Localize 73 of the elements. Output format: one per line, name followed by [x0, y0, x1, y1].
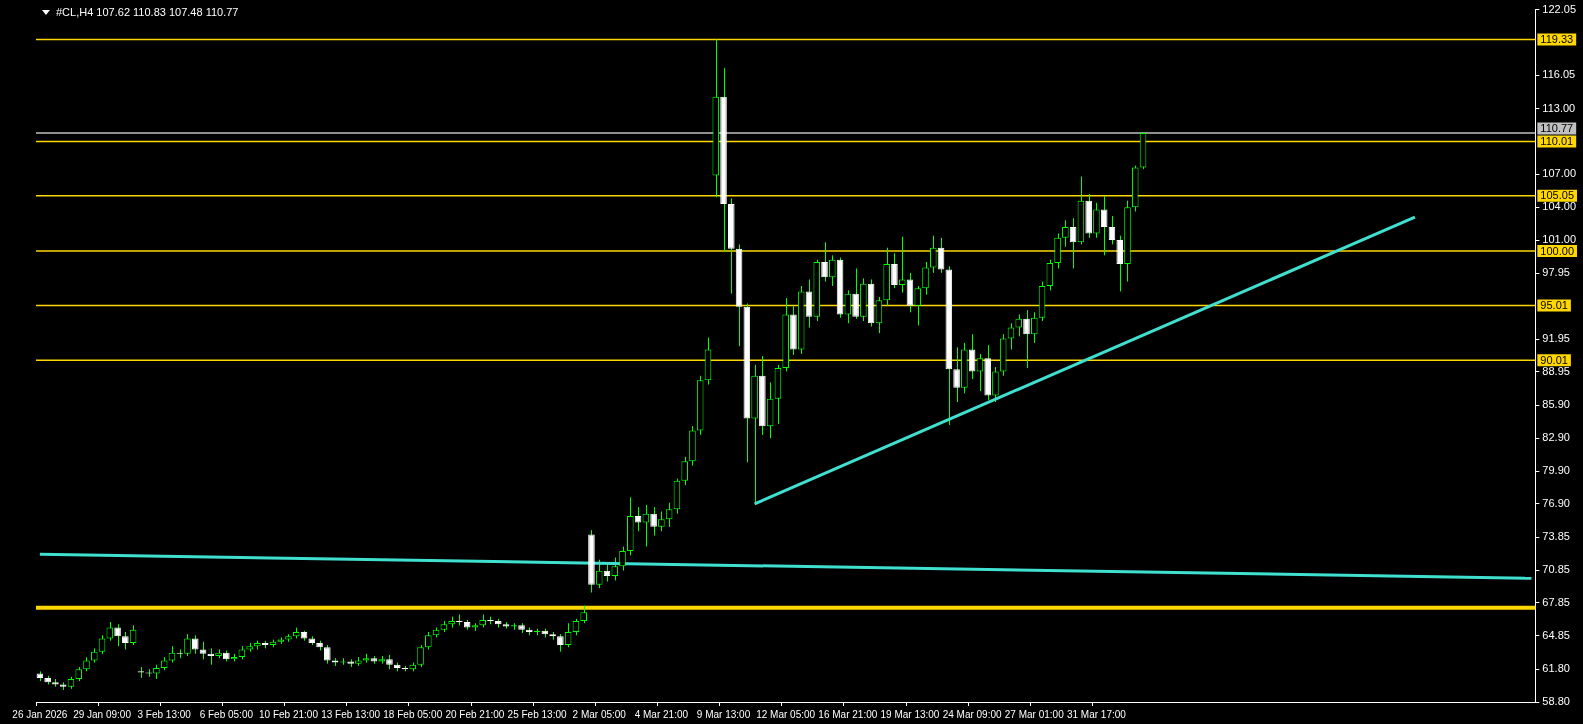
candlestick [828, 254, 836, 287]
candlestick [953, 346, 960, 403]
candlestick [898, 236, 906, 294]
candlestick [891, 252, 898, 289]
candlestick [324, 644, 331, 665]
y-tick-label: 79.90 [1542, 464, 1570, 477]
x-tick-label: 24 Mar 09:00 [942, 708, 1003, 720]
candlestick [1023, 309, 1030, 369]
x-tick-label: 27 Mar 01:00 [1004, 708, 1065, 720]
candlestick [658, 511, 665, 532]
candlestick [992, 366, 999, 403]
candlestick [805, 278, 813, 329]
y-tick-label: 58.80 [1542, 695, 1570, 708]
ref-line-label: 100.00 [1540, 244, 1575, 257]
y-tick-label: 67.85 [1542, 595, 1570, 608]
ref-line-label: 95.01 [1540, 299, 1568, 312]
candlestick [1100, 195, 1108, 256]
x-tick-label: 13 Feb 13:00 [321, 708, 381, 720]
candlestick [1116, 235, 1124, 292]
x-tick-label: 4 Mar 21:00 [634, 708, 689, 720]
y-tick-label: 91.95 [1542, 332, 1570, 345]
y-tick-label: 107.00 [1542, 167, 1577, 180]
candlestick [595, 559, 603, 589]
ref-line-label: 110.01 [1540, 134, 1574, 147]
candlestick [914, 285, 922, 326]
y-tick-label: 97.95 [1542, 266, 1570, 279]
candlestick [114, 623, 121, 647]
candlestick [929, 235, 937, 274]
candlestick [191, 634, 199, 655]
chart-title: #CL,H4 107.62 110.83 107.48 110.77 [56, 6, 239, 18]
ref-line-label: 110.77 [1540, 121, 1574, 134]
x-tick-label: 2 Mar 05:00 [572, 708, 627, 720]
candlestick [417, 644, 424, 668]
candlestick [650, 506, 657, 537]
y-tick-label: 116.05 [1542, 68, 1576, 81]
x-tick-label: 29 Jan 09:00 [73, 708, 132, 720]
ref-line-label: 119.33 [1540, 32, 1574, 45]
x-tick-label: 9 Mar 13:00 [696, 708, 751, 720]
candlestick [184, 633, 191, 657]
candlestick [1015, 313, 1023, 337]
x-tick-label: 6 Feb 05:00 [199, 708, 254, 720]
x-tick-label: 12 Mar 05:00 [756, 708, 816, 720]
y-tick-label: 70.85 [1542, 563, 1570, 576]
x-tick-label: 3 Feb 13:00 [137, 708, 192, 720]
y-tick-label: 113.00 [1542, 101, 1576, 114]
ref-line-label: 90.01 [1540, 353, 1568, 366]
x-tick-label: 19 Mar 13:00 [880, 708, 940, 720]
x-tick-label: 31 Mar 17:00 [1066, 708, 1127, 720]
y-tick-label: 85.90 [1542, 398, 1570, 411]
candlestick [821, 241, 828, 283]
y-tick-label: 101.00 [1542, 233, 1577, 246]
y-tick-label: 88.95 [1542, 364, 1570, 377]
y-tick-label: 73.85 [1542, 530, 1570, 543]
x-tick-label: 20 Feb 21:00 [445, 708, 505, 720]
x-tick-label: 16 Mar 21:00 [818, 708, 878, 720]
ref-line-label: 105.05 [1540, 189, 1575, 202]
candlestick [922, 261, 929, 296]
x-tick-label: 18 Feb 05:00 [383, 708, 443, 720]
candlestick [1093, 202, 1100, 239]
x-tick-label: 10 Feb 21:00 [259, 708, 319, 720]
y-tick-label: 64.85 [1542, 628, 1570, 641]
x-tick-label: 25 Feb 13:00 [507, 708, 567, 720]
y-tick-label: 76.90 [1542, 496, 1570, 509]
x-tick-label: 26 Jan 2026 [12, 708, 68, 720]
y-tick-label: 122.05 [1542, 2, 1577, 15]
y-tick-label: 104.00 [1542, 200, 1577, 213]
y-tick-label: 82.90 [1542, 431, 1570, 444]
candlestick [619, 546, 626, 572]
candlestick [681, 456, 688, 486]
y-tick-label: 61.80 [1542, 662, 1570, 675]
candlestick [1030, 311, 1038, 344]
candlestick [1054, 232, 1061, 269]
candlestick [852, 268, 859, 320]
